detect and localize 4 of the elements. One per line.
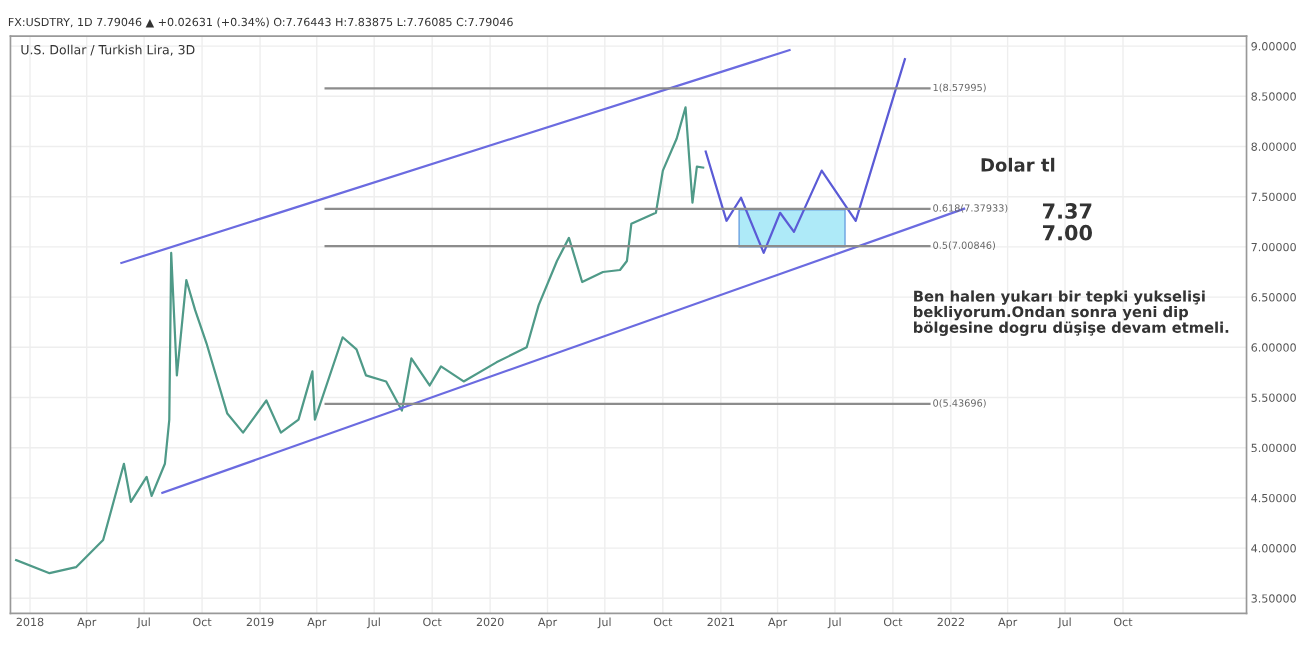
line-series xyxy=(15,106,705,575)
annotation: Dolar tl xyxy=(981,157,1055,172)
annotation: 7.37 7.00 xyxy=(1042,203,1092,241)
line-series xyxy=(704,58,906,255)
